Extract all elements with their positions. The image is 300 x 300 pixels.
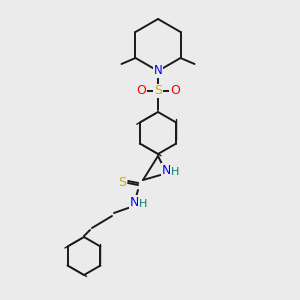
Text: H: H <box>139 199 147 209</box>
Text: S: S <box>154 85 162 98</box>
Text: N: N <box>154 64 162 77</box>
Text: S: S <box>118 176 126 190</box>
Text: N: N <box>129 196 139 208</box>
Text: N: N <box>161 164 171 176</box>
Text: O: O <box>136 85 146 98</box>
Text: O: O <box>170 85 180 98</box>
Text: H: H <box>171 167 179 177</box>
